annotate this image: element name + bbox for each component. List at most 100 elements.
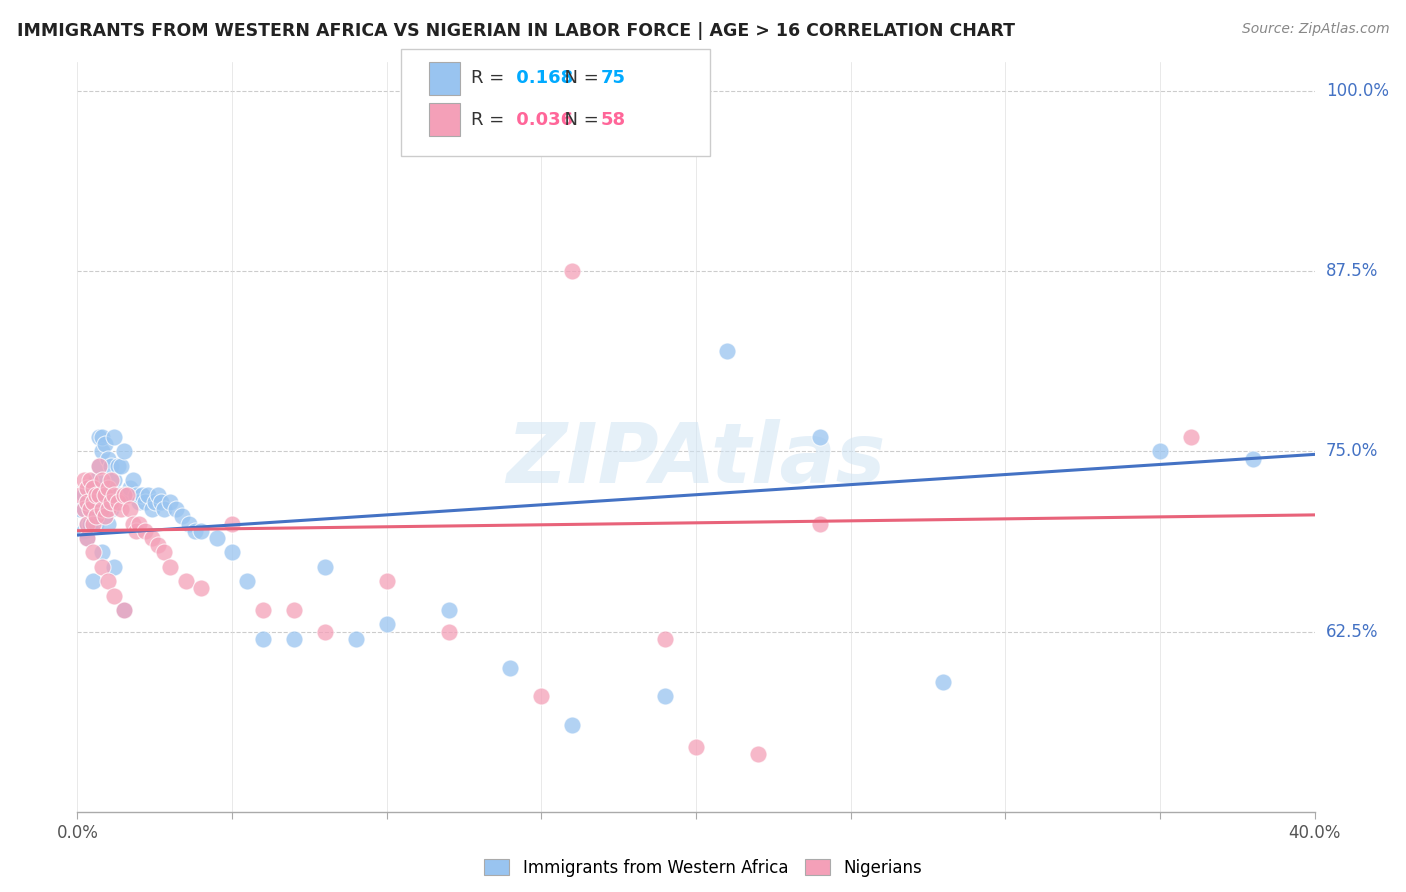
Point [91,473,114,487]
Point [184,524,207,538]
Point [159,495,181,509]
Point [97,574,120,589]
Text: R =: R = [471,111,510,128]
Text: 75.0%: 75.0% [1326,442,1378,460]
Point [76,531,98,545]
Text: 58: 58 [600,111,626,128]
Point [146,488,169,502]
Point [375,617,398,632]
Point [107,488,129,502]
Point [79,502,101,516]
Point [141,531,163,545]
Point [76,481,98,495]
Point [747,747,769,761]
Point [84,516,107,531]
Point [561,264,583,278]
Text: 100.0%: 100.0% [1326,82,1389,100]
Point [72,488,94,502]
Point [118,481,141,495]
Point [100,473,122,487]
Point [190,582,212,596]
Point [69,502,91,516]
Point [205,531,228,545]
Point [72,502,94,516]
Point [112,488,135,502]
Point [128,516,150,531]
Point [79,516,101,531]
Text: N =: N = [553,111,605,128]
Point [499,660,522,674]
Point [143,495,166,509]
Point [82,488,104,502]
Point [344,632,367,646]
Legend: Immigrants from Western Africa, Nigerians: Immigrants from Western Africa, Nigerian… [478,853,928,884]
Point [79,502,101,516]
Text: Source: ZipAtlas.com: Source: ZipAtlas.com [1241,22,1389,37]
Point [97,495,120,509]
Point [103,559,125,574]
Point [72,473,94,487]
Point [252,632,274,646]
Point [112,603,135,617]
Point [177,516,200,531]
Point [91,502,114,516]
Text: 0.036: 0.036 [510,111,574,128]
Point [79,481,101,495]
Point [236,574,259,589]
Point [375,574,398,589]
Text: R =: R = [471,70,510,87]
Point [122,516,145,531]
Text: 75: 75 [600,70,626,87]
Point [97,451,120,466]
Point [1149,444,1171,458]
Point [112,488,135,502]
Point [110,502,132,516]
Point [103,473,125,487]
Point [94,488,117,502]
Text: 0.168: 0.168 [510,70,574,87]
Point [134,524,156,538]
Point [72,524,94,538]
Text: 87.5%: 87.5% [1326,262,1378,280]
Point [190,524,212,538]
Point [1180,430,1202,444]
Point [125,488,148,502]
Text: N =: N = [553,70,605,87]
Point [76,495,98,509]
Point [128,495,150,509]
Point [100,495,122,509]
Point [100,458,122,473]
Point [91,430,114,444]
Point [94,488,117,502]
Point [82,481,104,495]
Point [84,509,107,524]
Point [87,488,110,502]
Point [100,502,122,516]
Point [221,516,243,531]
Point [131,488,153,502]
Text: ZIPAtlas: ZIPAtlas [506,419,886,500]
Point [530,690,553,704]
Point [654,632,676,646]
Point [252,603,274,617]
Point [82,545,104,559]
Point [314,624,336,639]
Point [76,516,98,531]
Point [112,603,135,617]
Point [808,430,831,444]
Point [932,675,955,690]
Point [76,516,98,531]
Point [87,488,110,502]
Point [84,488,107,502]
Point [76,531,98,545]
Point [115,488,138,502]
Point [91,502,114,516]
Point [91,559,114,574]
Point [87,458,110,473]
Point [84,473,107,487]
Point [165,502,187,516]
Point [561,718,583,732]
Point [153,545,176,559]
Point [82,516,104,531]
Point [94,509,117,524]
